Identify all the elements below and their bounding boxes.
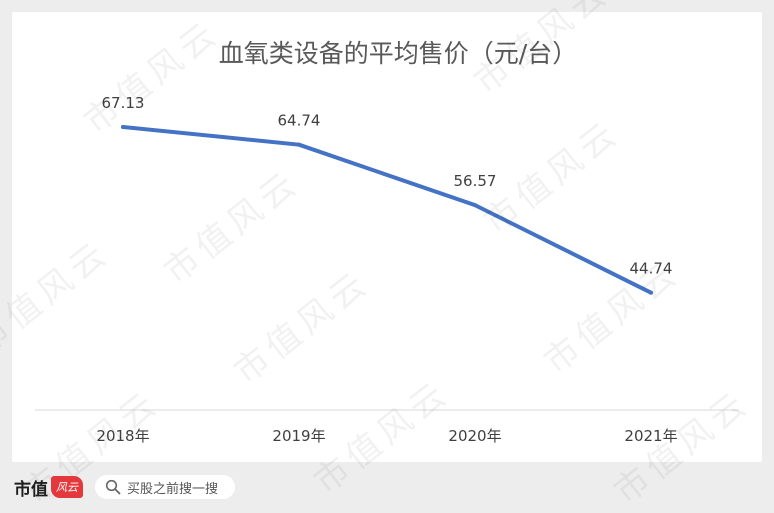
x-tick-label: 2021年 bbox=[624, 427, 677, 445]
data-point bbox=[297, 142, 301, 147]
data-label: 64.74 bbox=[278, 112, 321, 130]
chart-title: 血氧类设备的平均售价（元/台） bbox=[219, 39, 577, 68]
search-icon bbox=[105, 479, 121, 495]
data-label: 44.74 bbox=[630, 260, 673, 278]
chart-card: 血氧类设备的平均售价（元/台） 67.13 2018年 64.74 2019年 56.5… bbox=[12, 12, 762, 462]
footer-bar: 市值 风云 买股之前搜一搜 bbox=[0, 462, 774, 512]
series-line bbox=[121, 125, 653, 295]
brand-badge: 风云 bbox=[51, 476, 83, 498]
line-chart: 血氧类设备的平均售价（元/台） 67.13 2018年 64.74 2019年 56.5… bbox=[35, 39, 739, 445]
data-label: 67.13 bbox=[102, 94, 145, 112]
brand-text: 市值 bbox=[14, 479, 48, 500]
brand-logo[interactable]: 市值 风云 bbox=[14, 475, 83, 500]
x-tick-label: 2019年 bbox=[272, 427, 325, 445]
search-bar[interactable]: 买股之前搜一搜 bbox=[95, 475, 235, 499]
data-point bbox=[121, 125, 125, 129]
data-point bbox=[649, 290, 653, 295]
data-label: 56.57 bbox=[454, 172, 497, 190]
x-tick-label: 2018年 bbox=[96, 427, 149, 445]
x-tick-label: 2020年 bbox=[448, 427, 501, 445]
data-point bbox=[473, 203, 477, 208]
search-placeholder: 买股之前搜一搜 bbox=[127, 481, 219, 497]
